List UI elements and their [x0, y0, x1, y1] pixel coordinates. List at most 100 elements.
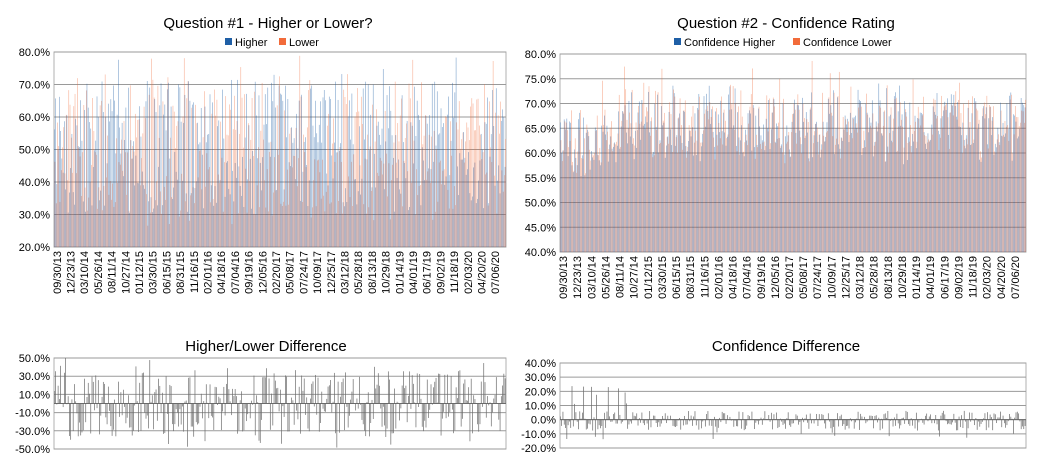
bar-q2-s0-130: [728, 94, 729, 253]
bar-q1-s0-235: [349, 100, 350, 248]
bar-q2-s0-212: [834, 154, 836, 252]
bar-d2-215: [838, 419, 840, 427]
bar-q1-s0-45: [110, 99, 112, 247]
bar-q1-s0-288: [415, 135, 417, 247]
bar-q2-s1-286: [930, 128, 932, 252]
bar-d2-99: [688, 411, 689, 420]
bar-q1-s0-216: [325, 100, 326, 247]
bar-d2-50: [624, 392, 626, 420]
bar-d2-103: [693, 416, 695, 420]
bar-q1-s1-353: [497, 115, 499, 247]
bar-d2-73: [654, 415, 656, 420]
bar-q1-s0-55: [123, 176, 124, 247]
bar-d1-224: [335, 403, 336, 434]
bar-q1-s1-192: [295, 127, 297, 247]
bar-d1-81: [155, 389, 157, 404]
bar-d1-200: [305, 403, 306, 415]
bar-d2-241: [871, 416, 873, 420]
bar-q1-s0-1: [55, 98, 56, 247]
bar-q1-s0-168: [264, 94, 266, 248]
bar-q1-s1-225: [337, 152, 338, 247]
bar-d2-276: [917, 419, 918, 431]
bar-d2-119: [714, 416, 715, 420]
bar-q1-s0-331: [469, 193, 471, 247]
bar-d2-249: [882, 419, 884, 429]
bar-d1-57: [125, 403, 127, 424]
bar-q1-s1-136: [225, 96, 227, 247]
x-tick-label: 11/16/15: [699, 256, 711, 298]
bar-q1-s0-250: [367, 84, 369, 247]
bar-q2-s1-181: [794, 109, 796, 252]
bar-q2-s0-115: [708, 85, 710, 252]
bar-q1-s0-348: [490, 134, 492, 247]
bar-d1-36: [99, 403, 100, 435]
bar-q2-s0-157: [763, 124, 764, 252]
bar-q2-s0-85: [670, 129, 671, 252]
bar-d2-4: [565, 419, 566, 428]
bar-q1-s1-320: [456, 122, 458, 247]
bar-q2-s1-35: [605, 140, 607, 252]
bar-q2-s1-81: [665, 152, 667, 252]
bar-q1-s0-16: [74, 204, 75, 247]
bar-q1-s0-323: [459, 153, 461, 247]
bar-q2-s0-295: [941, 116, 943, 252]
bar-q1-s1-82: [157, 85, 159, 247]
bar-q2-s1-33: [603, 124, 605, 252]
bar-q1-s1-291: [419, 185, 421, 247]
bar-q1-s0-208: [315, 100, 316, 247]
bar-d1-293: [421, 403, 423, 427]
bar-q1-s0-139: [228, 188, 230, 247]
bar-q2-s1-330: [987, 148, 989, 252]
bar-d2-337: [996, 419, 997, 424]
bar-q2-s0-8: [570, 122, 572, 252]
bar-q1-s0-221: [331, 155, 333, 247]
bar-q1-s0-205: [311, 85, 313, 247]
bar-q1-s1-156: [250, 139, 252, 247]
bar-q1-s0-53: [120, 153, 122, 247]
bar-d1-148: [239, 400, 241, 404]
bar-q2-s0-133: [732, 128, 733, 252]
bar-q2-s0-250: [883, 111, 885, 252]
bar-q2-s0-268: [906, 160, 908, 252]
bar-q2-s1-64: [643, 82, 645, 252]
bar-q1-s1-207: [314, 159, 316, 247]
bar-q2-s0-194: [811, 92, 812, 252]
bar-q2-s1-335: [994, 151, 995, 252]
bar-d2-329: [985, 419, 987, 431]
bar-q1-s1-135: [224, 162, 225, 247]
bar-d1-16: [74, 384, 75, 404]
bar-q2-s1-16: [581, 158, 583, 252]
bar-q1-s1-303: [435, 211, 436, 247]
x-tick-label: 03/10/14: [586, 256, 598, 299]
bar-d1-118: [202, 403, 203, 419]
bar-d1-141: [231, 403, 232, 416]
bar-d2-108: [699, 419, 701, 421]
bar-q2-s1-93: [681, 125, 682, 252]
bar-d2-82: [666, 419, 667, 424]
bar-q1-s0-92: [169, 158, 171, 247]
bar-d1-306: [438, 373, 439, 404]
bar-q2-s1-264: [902, 126, 904, 252]
bar-q2-s1-160: [767, 131, 769, 252]
bar-d2-83: [667, 415, 669, 420]
bar-q1-s0-262: [382, 69, 384, 247]
bar-d1-247: [364, 403, 365, 431]
bar-d2-267: [905, 410, 907, 420]
bar-q1-s1-102: [182, 116, 184, 247]
bar-d1-24: [84, 378, 85, 404]
bar-d1-262: [382, 403, 384, 407]
bar-q2-s0-249: [882, 135, 883, 252]
bar-q2-s1-91: [678, 117, 680, 252]
bar-q2-s1-247: [880, 107, 882, 252]
bar-d2-76: [658, 419, 660, 423]
bar-q1-s0-234: [347, 116, 349, 247]
plot-area: 20.0%30.0%40.0%50.0%60.0%70.0%80.0%09/30…: [19, 47, 507, 294]
bar-q1-s0-111: [193, 102, 194, 247]
bar-q2-s0-49: [623, 113, 625, 252]
bar-q1-s1-210: [318, 159, 319, 247]
bar-d1-189: [291, 397, 292, 404]
bar-d2-187: [802, 417, 803, 420]
bar-q2-s0-147: [750, 113, 751, 253]
x-tick-label: 08/31/15: [175, 251, 187, 294]
bar-d1-237: [351, 391, 353, 404]
